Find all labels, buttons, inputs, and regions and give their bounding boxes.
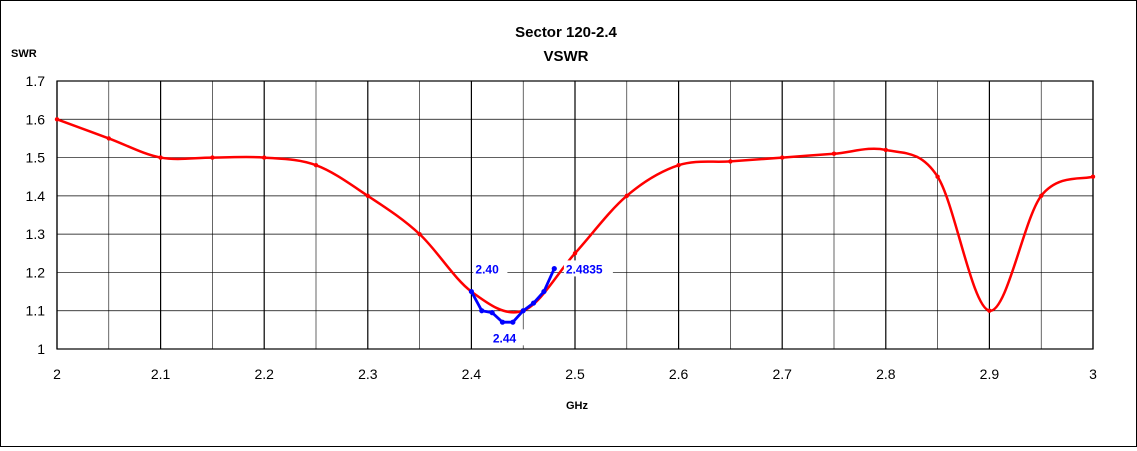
vswr-data-point <box>210 155 215 160</box>
chart-subtitle: VSWR <box>544 48 589 65</box>
band-data-point <box>530 300 537 306</box>
band-series-line <box>470 268 556 324</box>
annotations: 2.40 2.44 2.4835 <box>473 260 613 346</box>
x-tick-label: 2.3 <box>358 366 378 382</box>
x-axis-label: GHz <box>566 400 589 412</box>
band-data-point <box>489 310 495 316</box>
chart-title: Sector 120-2.4 <box>515 24 617 41</box>
tick-labels: 2 2.1 2.2 2.3 2.4 2.5 2.6 2.7 2.8 2.9 3 1 1.1 1.2 1.3 1… <box>26 73 1098 382</box>
vswr-data-point <box>54 117 60 122</box>
annotation-label: 2.4835 <box>566 262 603 276</box>
band-data-point <box>510 319 516 325</box>
annotation-bg <box>490 329 525 346</box>
vswr-data-point <box>262 155 267 160</box>
vswr-data-point <box>313 163 319 168</box>
vswr-data-point <box>417 231 422 237</box>
vswr-data-point <box>1039 193 1044 199</box>
x-tick-label: 2.2 <box>254 366 274 382</box>
x-tick-label: 2.7 <box>772 366 792 382</box>
band-data-point <box>499 319 506 325</box>
x-tick-label: 2.4 <box>462 366 482 382</box>
vswr-data-point <box>987 308 992 313</box>
y-tick-label: 1.6 <box>26 111 46 127</box>
vswr-data-point <box>1090 174 1096 179</box>
vswr-data-point <box>883 147 888 153</box>
vswr-data-point <box>158 155 163 160</box>
band-data-point <box>541 288 547 295</box>
annotation-label: 2.40 <box>475 262 499 276</box>
x-tick-label: 2 <box>53 366 61 382</box>
band-data-point <box>520 308 526 314</box>
x-tick-label: 3 <box>1089 366 1097 382</box>
x-tick-label: 2.6 <box>669 366 689 382</box>
vswr-data-point <box>365 193 370 199</box>
annotation-label: 2.44 <box>493 331 517 345</box>
y-tick-label: 1.4 <box>26 188 46 204</box>
x-tick-label: 2.1 <box>151 366 171 382</box>
annotation-bg <box>473 260 508 277</box>
vswr-data-point <box>935 174 940 179</box>
band-data-point <box>479 308 485 314</box>
vswr-data-point <box>780 155 785 160</box>
vswr-data-point <box>572 251 578 256</box>
grid <box>56 80 1094 350</box>
annotation-bg <box>563 260 613 277</box>
y-axis-label: SWR <box>11 48 37 60</box>
y-tick-label: 1 <box>37 341 45 357</box>
vswr-data-point <box>676 163 681 168</box>
vswr-data-point <box>728 159 733 164</box>
vswr-data-point <box>831 151 837 156</box>
y-tick-label: 1.1 <box>26 303 46 319</box>
plot-border <box>56 80 1094 350</box>
x-tick-label: 2.9 <box>980 366 1000 382</box>
plot-area <box>54 117 1096 325</box>
vswr-data-point <box>624 193 629 199</box>
vswr-data-point <box>106 136 112 141</box>
band-data-point <box>551 266 557 272</box>
y-tick-label: 1.3 <box>26 226 46 242</box>
y-tick-label: 1.7 <box>26 73 46 89</box>
x-tick-label: 2.8 <box>876 366 896 382</box>
vswr-series-line <box>56 118 1094 314</box>
band-data-point <box>468 288 474 295</box>
x-tick-label: 2.5 <box>565 366 585 382</box>
y-tick-label: 1.5 <box>26 150 46 166</box>
y-tick-label: 1.2 <box>26 264 46 280</box>
